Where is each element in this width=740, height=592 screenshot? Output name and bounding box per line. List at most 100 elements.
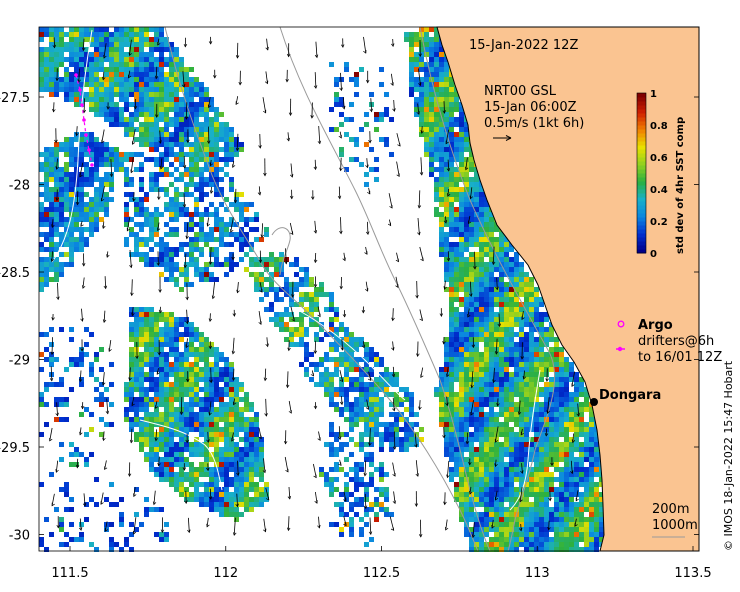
sst-pixel bbox=[164, 332, 169, 337]
sst-pixel bbox=[179, 207, 184, 212]
sst-pixel bbox=[464, 302, 469, 307]
current-vector-head bbox=[208, 41, 213, 45]
sst-pixel bbox=[249, 407, 254, 412]
sst-pixel bbox=[569, 472, 574, 477]
sst-pixel bbox=[474, 322, 479, 327]
sst-pixel bbox=[199, 197, 204, 202]
sst-pixel bbox=[479, 352, 484, 357]
sst-pixel bbox=[409, 432, 414, 437]
sst-pixel bbox=[144, 217, 149, 222]
sst-pixel bbox=[164, 87, 169, 92]
sst-pixel bbox=[79, 182, 84, 187]
sst-pixel bbox=[149, 67, 154, 72]
sst-pixel bbox=[574, 492, 579, 497]
current-vector bbox=[340, 72, 342, 91]
sst-pixel bbox=[459, 477, 464, 482]
sst-pixel bbox=[424, 137, 429, 142]
sst-pixel bbox=[539, 447, 544, 452]
sst-pixel bbox=[234, 457, 239, 462]
sst-pixel bbox=[84, 77, 89, 82]
sst-pixel bbox=[494, 227, 499, 232]
sst-pixel bbox=[204, 352, 209, 357]
sst-pixel bbox=[134, 37, 139, 42]
sst-pixel bbox=[474, 452, 479, 457]
sst-pixel bbox=[544, 392, 549, 397]
sst-pixel bbox=[179, 127, 184, 132]
sst-pixel bbox=[89, 137, 94, 142]
sst-pixel bbox=[199, 87, 204, 92]
sst-pixel bbox=[94, 217, 99, 222]
sst-pixel bbox=[459, 252, 464, 257]
sst-pixel bbox=[44, 152, 49, 157]
sst-pixel bbox=[94, 37, 99, 42]
sst-pixel bbox=[194, 152, 199, 157]
sst-pixel bbox=[209, 127, 214, 132]
sst-pixel bbox=[439, 377, 444, 382]
current-vector-head bbox=[417, 205, 422, 209]
sst-pixel bbox=[99, 177, 104, 182]
sst-pixel bbox=[389, 447, 394, 452]
sst-pixel bbox=[174, 152, 179, 157]
sst-pixel bbox=[479, 312, 484, 317]
sst-pixel bbox=[559, 402, 564, 407]
sst-pixel bbox=[439, 367, 444, 372]
sst-pixel bbox=[494, 417, 499, 422]
sst-pixel bbox=[574, 372, 579, 377]
sst-pixel bbox=[494, 507, 499, 512]
sst-pixel bbox=[214, 277, 219, 282]
sst-pixel bbox=[74, 57, 79, 62]
sst-pixel bbox=[169, 477, 174, 482]
sst-pixel bbox=[454, 402, 459, 407]
sst-pixel bbox=[164, 317, 169, 322]
sst-pixel bbox=[584, 547, 589, 552]
sst-pixel bbox=[239, 462, 244, 467]
sst-pixel bbox=[459, 437, 464, 442]
sst-pixel bbox=[524, 447, 529, 452]
sst-pixel bbox=[84, 207, 89, 212]
sst-pixel bbox=[474, 412, 479, 417]
sst-pixel bbox=[204, 177, 209, 182]
sst-pixel bbox=[144, 347, 149, 352]
sst-pixel bbox=[499, 352, 504, 357]
sst-pixel bbox=[579, 477, 584, 482]
sst-pixel bbox=[354, 472, 359, 477]
sst-pixel bbox=[89, 172, 94, 177]
sst-pixel bbox=[394, 382, 399, 387]
sst-pixel bbox=[554, 387, 559, 392]
sst-pixel bbox=[169, 347, 174, 352]
sst-pixel bbox=[304, 267, 309, 272]
sst-pixel bbox=[169, 327, 174, 332]
sst-pixel bbox=[534, 537, 539, 542]
sst-pixel bbox=[169, 72, 174, 77]
sst-pixel bbox=[534, 292, 539, 297]
sst-pixel bbox=[564, 497, 569, 502]
sst-pixel bbox=[39, 192, 44, 197]
sst-pixel bbox=[74, 187, 79, 192]
sst-pixel bbox=[144, 42, 149, 47]
sst-pixel bbox=[484, 452, 489, 457]
current-vector bbox=[391, 73, 394, 86]
sst-pixel bbox=[444, 422, 449, 427]
sst-pixel bbox=[129, 547, 134, 552]
sst-pixel bbox=[219, 137, 224, 142]
sst-pixel bbox=[84, 57, 89, 62]
sst-pixel bbox=[339, 412, 344, 417]
sst-pixel bbox=[219, 372, 224, 377]
sst-pixel bbox=[229, 417, 234, 422]
sst-pixel bbox=[219, 167, 224, 172]
sst-pixel bbox=[224, 422, 229, 427]
sst-pixel bbox=[209, 347, 214, 352]
sst-pixel bbox=[109, 112, 114, 117]
sst-pixel bbox=[129, 532, 134, 537]
sst-pixel bbox=[144, 357, 149, 362]
sst-pixel bbox=[229, 447, 234, 452]
current-vector-head bbox=[286, 53, 291, 58]
sst-pixel bbox=[79, 147, 84, 152]
sst-pixel bbox=[524, 372, 529, 377]
sst-pixel bbox=[234, 377, 239, 382]
isobath-deep bbox=[164, 26, 479, 552]
sst-pixel bbox=[524, 307, 529, 312]
sst-pixel bbox=[559, 497, 564, 502]
sst-pixel bbox=[504, 242, 509, 247]
sst-pixel bbox=[524, 422, 529, 427]
